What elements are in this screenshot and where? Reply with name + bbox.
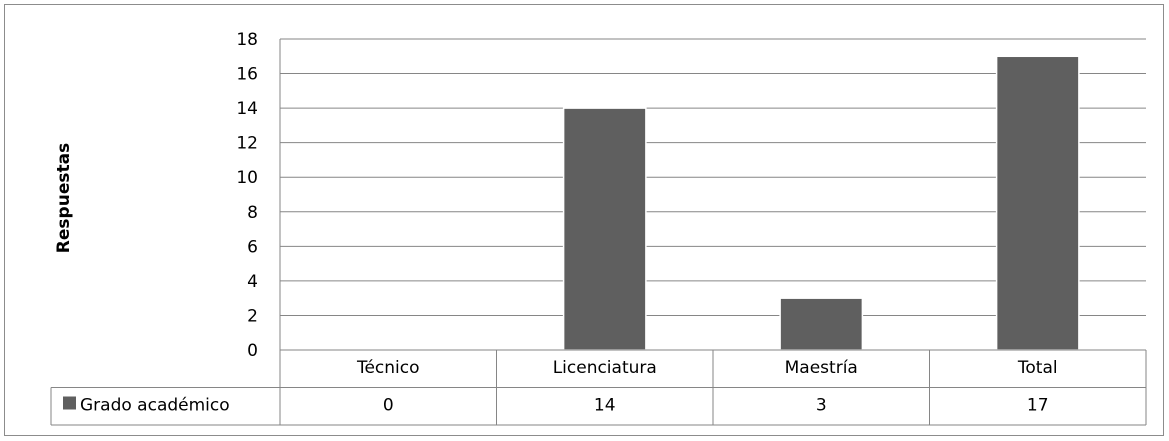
y-axis-ticks: 0 2 4 6 8 10 12 14 16 18 — [236, 30, 258, 361]
data-table: Técnico Licenciatura Maestría Total Grado ac… — [50, 349, 1147, 426]
chart-frame: 0 2 4 6 8 10 12 14 16 18 Técnico Licenciatura Maest… — [4, 4, 1164, 436]
chart-svg: 0 2 4 6 8 10 12 14 16 18 Técnico Licenciatura Maest… — [50, 30, 1147, 426]
data-label: 3 — [816, 396, 827, 416]
y-tick-label: 12 — [236, 134, 258, 154]
x-tick-label: Total — [1017, 358, 1058, 378]
bars — [562, 55, 1080, 351]
y-axis-label: Respuestas — [54, 143, 74, 253]
legend-key — [63, 396, 76, 410]
y-tick-label: 4 — [247, 272, 258, 292]
y-tick-label: 10 — [236, 168, 258, 188]
y-tick-label: 6 — [247, 237, 258, 257]
bar — [562, 107, 647, 351]
x-tick-label: Maestría — [785, 358, 858, 378]
y-tick-label: 14 — [236, 99, 258, 119]
gridlines — [279, 38, 1146, 350]
legend-label: Grado académico — [80, 396, 230, 416]
bar — [995, 55, 1080, 351]
bar — [779, 297, 864, 351]
y-tick-label: 8 — [247, 203, 258, 223]
data-label: 14 — [594, 396, 616, 416]
x-tick-label: Licenciatura — [553, 358, 657, 378]
data-label: 17 — [1027, 396, 1049, 416]
data-label: 0 — [383, 396, 394, 416]
y-tick-label: 0 — [247, 341, 258, 361]
x-tick-label: Técnico — [356, 358, 420, 378]
y-tick-label: 16 — [236, 65, 258, 85]
y-tick-label: 2 — [247, 306, 258, 326]
y-tick-label: 18 — [236, 30, 258, 50]
